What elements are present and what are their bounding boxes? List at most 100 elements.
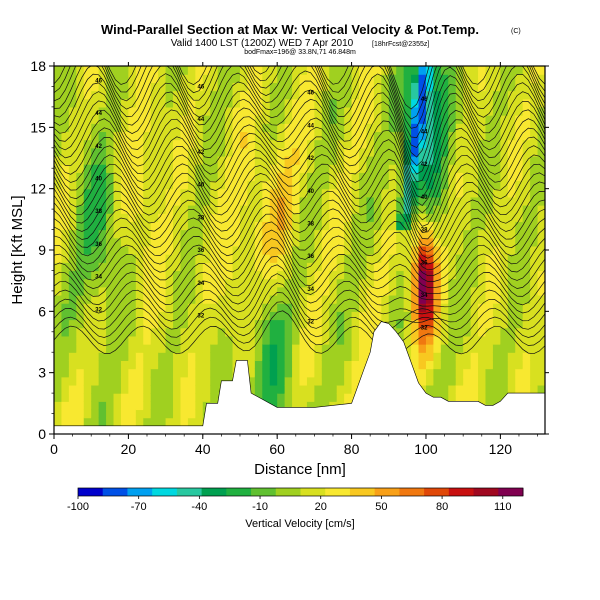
isentrope-line — [54, 66, 545, 129]
velocity-cell — [388, 286, 397, 296]
velocity-cell — [537, 319, 545, 329]
velocity-cell — [336, 98, 345, 108]
velocity-cell — [292, 327, 301, 337]
velocity-cell — [165, 327, 174, 337]
velocity-cell — [180, 360, 189, 370]
velocity-cell — [388, 278, 397, 288]
velocity-cell — [98, 164, 107, 173]
velocity-cell — [106, 139, 115, 149]
velocity-cell — [329, 368, 338, 378]
velocity-cell — [381, 82, 390, 92]
velocity-cell — [292, 66, 301, 75]
velocity-cell — [195, 131, 204, 141]
velocity-cell — [120, 147, 129, 157]
velocity-cell — [202, 147, 211, 157]
velocity-cell — [321, 254, 330, 263]
velocity-cell — [336, 131, 345, 141]
velocity-cell — [143, 409, 152, 419]
velocity-cell — [158, 205, 167, 214]
isentrope-line — [54, 205, 545, 271]
velocity-cell — [485, 188, 494, 198]
velocity-cell — [485, 90, 494, 100]
velocity-cell — [351, 254, 360, 263]
velocity-cell — [239, 98, 249, 108]
velocity-cell — [492, 344, 501, 353]
velocity-cell — [292, 376, 301, 386]
velocity-cell — [530, 155, 539, 165]
velocity-cell — [522, 352, 531, 361]
velocity-cell — [173, 82, 182, 92]
velocity-cell — [187, 401, 196, 411]
velocity-cell — [262, 74, 271, 83]
velocity-cell — [128, 205, 137, 214]
velocity-cell — [54, 164, 63, 173]
velocity-cell — [277, 139, 286, 149]
isentrope-line — [54, 229, 545, 289]
velocity-cell — [210, 294, 219, 304]
velocity-cell — [217, 237, 226, 247]
velocity-cell — [470, 237, 479, 247]
velocity-cell — [54, 66, 63, 75]
velocity-cell — [537, 74, 545, 83]
velocity-cell — [173, 327, 182, 337]
velocity-cell — [448, 303, 457, 312]
velocity-cell — [381, 155, 390, 165]
velocity-cell — [173, 360, 182, 370]
velocity-cell — [306, 205, 315, 214]
velocity-cell — [373, 188, 382, 198]
velocity-cell — [396, 66, 405, 75]
velocity-cell — [128, 294, 137, 304]
velocity-cell — [359, 106, 368, 116]
velocity-cell — [299, 213, 308, 222]
velocity-cell — [388, 262, 397, 272]
velocity-cell — [195, 270, 204, 280]
velocity-cell — [478, 262, 487, 272]
velocity-cell — [321, 196, 330, 206]
velocity-cell — [269, 270, 278, 280]
velocity-cell — [187, 368, 196, 378]
velocity-cell — [478, 147, 487, 157]
velocity-cell — [522, 286, 531, 296]
velocity-cell — [173, 303, 182, 312]
velocity-cell — [106, 303, 115, 312]
velocity-cell — [403, 82, 412, 92]
velocity-cell — [366, 66, 375, 75]
velocity-cell — [143, 172, 152, 182]
velocity-cell — [411, 344, 420, 353]
velocity-cell — [336, 221, 345, 231]
velocity-cell — [277, 286, 286, 296]
velocity-cell — [128, 262, 137, 272]
contour-label: 44 — [198, 117, 205, 123]
velocity-cell — [336, 262, 345, 272]
velocity-cell — [106, 196, 115, 206]
velocity-cell — [247, 245, 256, 255]
velocity-cell — [54, 123, 63, 133]
velocity-cell — [515, 254, 524, 263]
velocity-cell — [448, 155, 457, 165]
isentrope-line — [54, 173, 545, 246]
velocity-cell — [232, 352, 241, 361]
velocity-cell — [478, 82, 487, 92]
velocity-cell — [344, 303, 353, 312]
velocity-cell — [269, 327, 278, 337]
velocity-cell — [54, 262, 63, 272]
velocity-cell — [507, 66, 516, 75]
velocity-cell — [68, 115, 77, 124]
velocity-cell — [68, 98, 77, 108]
velocity-cell — [254, 237, 263, 247]
velocity-cell — [202, 352, 211, 361]
velocity-cell — [359, 286, 368, 296]
velocity-cell — [500, 311, 509, 321]
isentrope-line — [54, 157, 545, 233]
velocity-cell — [321, 344, 330, 353]
velocity-cell — [225, 66, 234, 75]
velocity-cell — [187, 213, 196, 222]
velocity-cell — [373, 262, 382, 272]
velocity-cell — [180, 74, 189, 83]
velocity-cell — [210, 344, 219, 353]
velocity-cell — [344, 237, 353, 247]
velocity-cell — [68, 319, 77, 329]
velocity-cell — [522, 147, 531, 157]
velocity-cell — [306, 376, 315, 386]
velocity-cell — [217, 213, 226, 222]
